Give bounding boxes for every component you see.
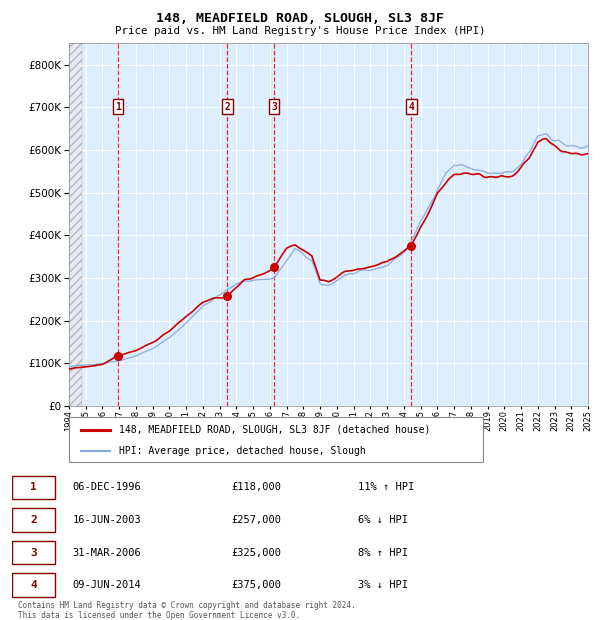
Text: 3% ↓ HPI: 3% ↓ HPI <box>358 580 407 590</box>
FancyBboxPatch shape <box>69 417 483 462</box>
Text: Contains HM Land Registry data © Crown copyright and database right 2024.
This d: Contains HM Land Registry data © Crown c… <box>18 601 356 620</box>
Text: 148, MEADFIELD ROAD, SLOUGH, SL3 8JF: 148, MEADFIELD ROAD, SLOUGH, SL3 8JF <box>156 12 444 25</box>
Text: £375,000: £375,000 <box>231 580 281 590</box>
Text: 4: 4 <box>408 102 414 112</box>
Text: £257,000: £257,000 <box>231 515 281 525</box>
Polygon shape <box>69 43 82 406</box>
Text: 8% ↑ HPI: 8% ↑ HPI <box>358 547 407 557</box>
FancyBboxPatch shape <box>12 574 55 597</box>
FancyBboxPatch shape <box>12 508 55 532</box>
Text: 1: 1 <box>115 102 121 112</box>
Text: 31-MAR-2006: 31-MAR-2006 <box>73 547 141 557</box>
Text: 3: 3 <box>271 102 277 112</box>
Text: 1: 1 <box>30 482 37 492</box>
Text: 16-JUN-2003: 16-JUN-2003 <box>73 515 141 525</box>
Text: 6% ↓ HPI: 6% ↓ HPI <box>358 515 407 525</box>
Text: 3: 3 <box>30 547 37 557</box>
Text: HPI: Average price, detached house, Slough: HPI: Average price, detached house, Slou… <box>119 446 365 456</box>
FancyBboxPatch shape <box>12 476 55 499</box>
Text: Price paid vs. HM Land Registry's House Price Index (HPI): Price paid vs. HM Land Registry's House … <box>115 26 485 36</box>
Text: £325,000: £325,000 <box>231 547 281 557</box>
Text: 11% ↑ HPI: 11% ↑ HPI <box>358 482 414 492</box>
FancyBboxPatch shape <box>12 541 55 564</box>
Text: 2: 2 <box>30 515 37 525</box>
Text: 09-JUN-2014: 09-JUN-2014 <box>73 580 141 590</box>
Text: 2: 2 <box>224 102 230 112</box>
Text: £118,000: £118,000 <box>231 482 281 492</box>
Text: 148, MEADFIELD ROAD, SLOUGH, SL3 8JF (detached house): 148, MEADFIELD ROAD, SLOUGH, SL3 8JF (de… <box>119 425 430 435</box>
Text: 4: 4 <box>30 580 37 590</box>
Text: 06-DEC-1996: 06-DEC-1996 <box>73 482 141 492</box>
